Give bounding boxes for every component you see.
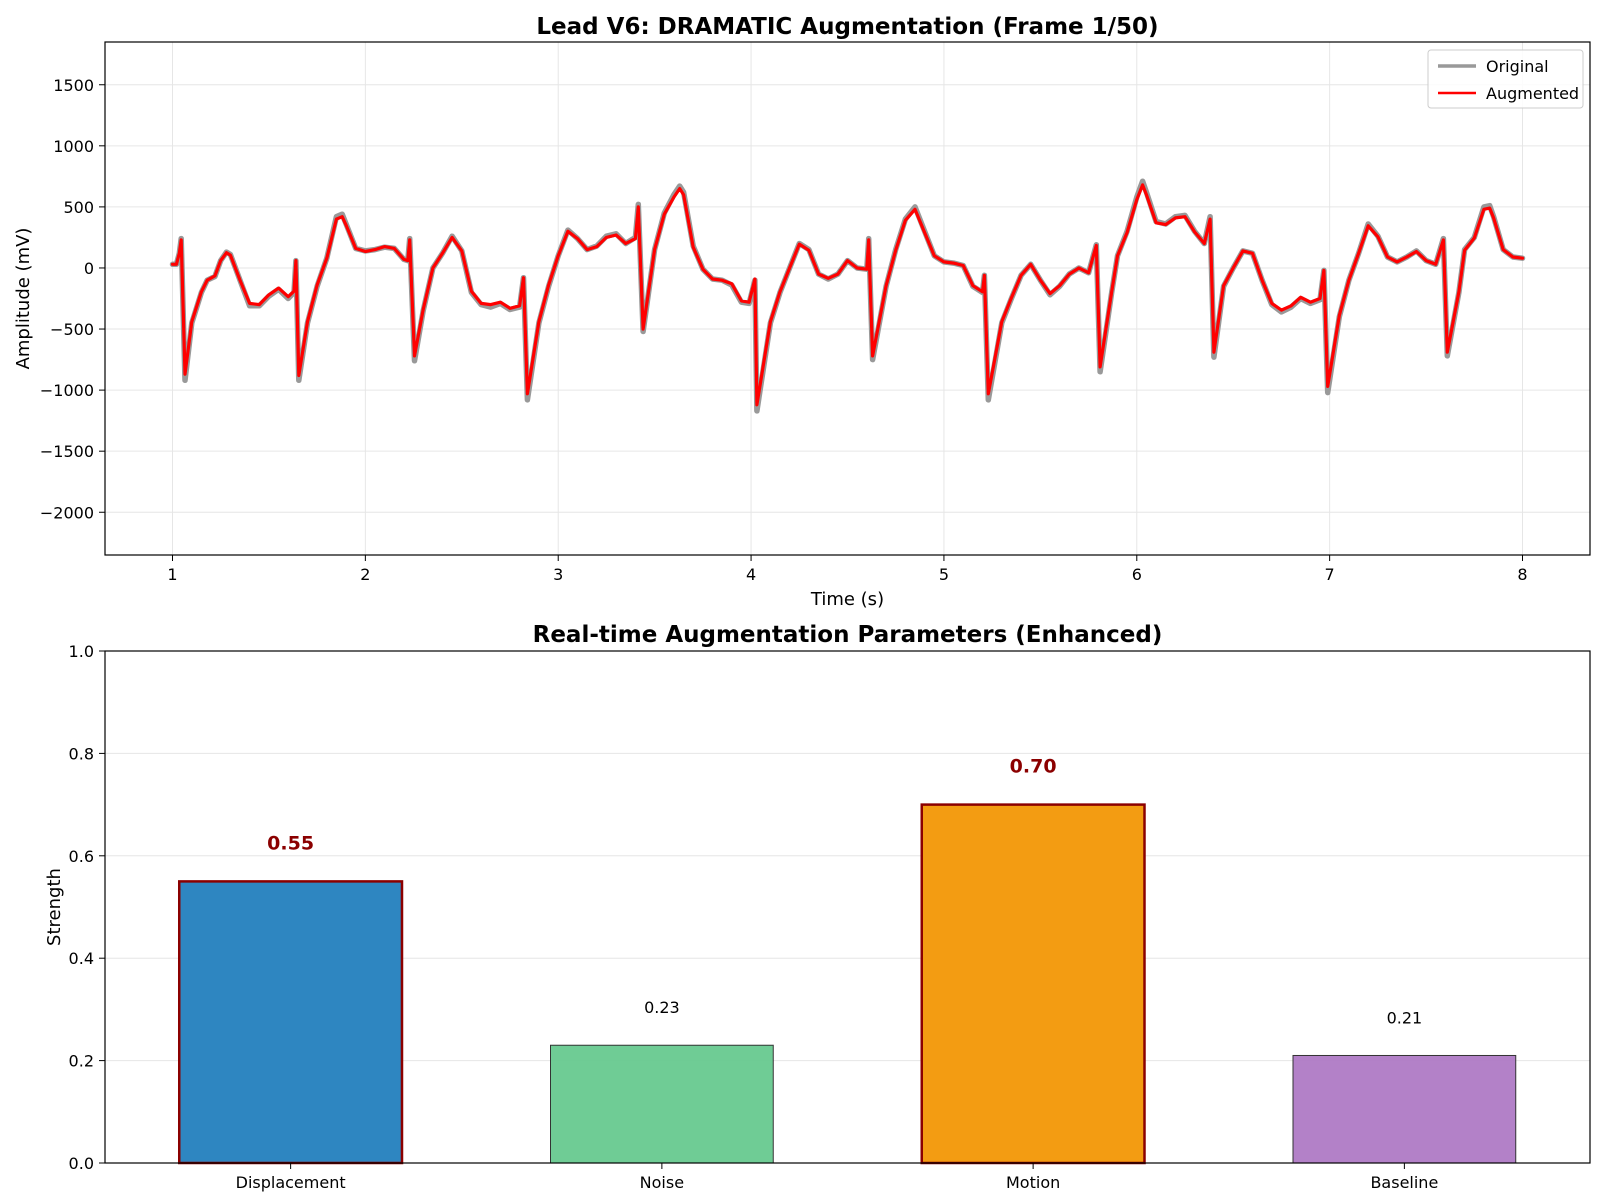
x-tick-label: 3 — [553, 565, 563, 584]
y-axis: 0.0 0.2 0.4 0.6 0.8 1.0 — [69, 642, 105, 1173]
x-tick-label: 6 — [1132, 565, 1142, 584]
x-tick-label: 7 — [1325, 565, 1335, 584]
chart-title: Lead V6: DRAMATIC Augmentation (Frame 1/… — [536, 14, 1158, 40]
parameter-bar-chart: Real-time Augmentation Parameters (Enhan… — [44, 622, 1591, 1192]
bar-value-label-noise: 0.23 — [644, 998, 680, 1017]
x-tick-label: 4 — [746, 565, 756, 584]
bars: 0.55 0.23 0.70 0.21 — [178, 756, 1517, 1165]
x-tick-label: 5 — [939, 565, 949, 584]
ecg-line-chart: Lead V6: DRAMATIC Augmentation (Frame 1/… — [13, 14, 1591, 610]
x-tick-label-baseline: Baseline — [1370, 1173, 1438, 1192]
x-axis: Displacement Noise Motion Baseline — [236, 1163, 1438, 1192]
y-tick-label: −2000 — [40, 503, 94, 522]
y-tick-label: 500 — [63, 198, 94, 217]
grid — [105, 42, 1590, 555]
bar-value-label-displacement: 0.55 — [267, 832, 314, 854]
x-tick-label-motion: Motion — [1006, 1173, 1060, 1192]
y-tick-label: 1.0 — [69, 642, 94, 661]
series-line-augmented — [170, 183, 1525, 407]
legend-entry-original: Original — [1486, 57, 1549, 76]
bar-baseline — [1292, 1054, 1517, 1164]
y-tick-label: 1000 — [53, 137, 94, 156]
bar-noise — [550, 1044, 774, 1164]
axes-frame — [104, 41, 1591, 556]
bar-value-label-baseline: 0.21 — [1387, 1008, 1423, 1027]
legend-entry-augmented: Augmented — [1486, 84, 1579, 103]
y-tick-label: 0.6 — [69, 847, 94, 866]
x-tick-label-noise: Noise — [640, 1173, 684, 1192]
y-tick-label: −500 — [50, 320, 94, 339]
x-tick-label: 1 — [167, 565, 177, 584]
x-axis: 1 2 3 4 5 6 7 8 — [167, 555, 1528, 584]
y-tick-label: 0.8 — [69, 744, 94, 763]
y-tick-label: 0.4 — [69, 949, 94, 968]
y-axis: −2000 −1500 −1000 −500 0 500 1000 1500 — [40, 76, 105, 522]
y-tick-label: 0.2 — [69, 1052, 94, 1071]
y-tick-label: 0.0 — [69, 1154, 94, 1173]
y-tick-label: 1500 — [53, 76, 94, 95]
y-tick-label: −1500 — [40, 442, 94, 461]
plot-area — [169, 178, 1526, 414]
bar-motion — [920, 803, 1146, 1165]
y-axis-label: Amplitude (mV) — [13, 228, 34, 370]
axes-frame — [104, 650, 1591, 1164]
y-axis-label: Strength — [44, 868, 65, 946]
x-axis-label: Time (s) — [810, 589, 884, 610]
x-tick-label: 2 — [360, 565, 370, 584]
x-tick-label-displacement: Displacement — [236, 1173, 346, 1192]
x-tick-label: 8 — [1517, 565, 1527, 584]
bar-displacement — [178, 880, 404, 1165]
y-tick-label: −1000 — [40, 381, 94, 400]
chart-title: Real-time Augmentation Parameters (Enhan… — [533, 622, 1163, 648]
bar-value-label-motion: 0.70 — [1010, 756, 1057, 778]
legend: Original Augmented — [1427, 49, 1584, 109]
y-tick-label: 0 — [84, 259, 94, 278]
